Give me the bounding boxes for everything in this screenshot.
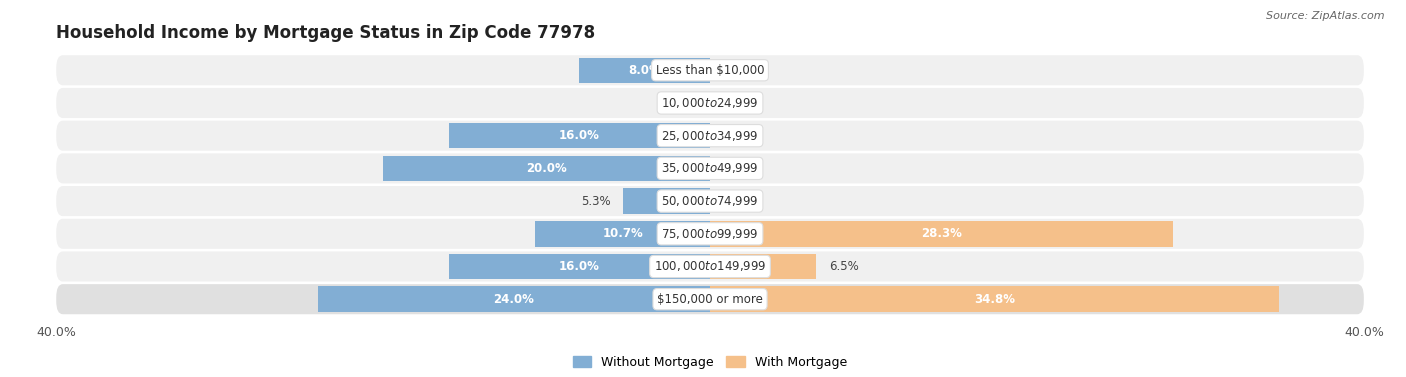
Text: 0.0%: 0.0% xyxy=(727,97,756,109)
Text: 0.0%: 0.0% xyxy=(727,64,756,77)
Text: 0.0%: 0.0% xyxy=(664,97,693,109)
FancyBboxPatch shape xyxy=(56,55,1364,85)
Bar xyxy=(449,254,710,279)
Text: Less than $10,000: Less than $10,000 xyxy=(655,64,765,77)
Text: 0.0%: 0.0% xyxy=(727,195,756,208)
Text: Household Income by Mortgage Status in Zip Code 77978: Household Income by Mortgage Status in Z… xyxy=(56,24,595,42)
FancyBboxPatch shape xyxy=(56,88,1364,118)
Text: 6.5%: 6.5% xyxy=(830,260,859,273)
Text: 20.0%: 20.0% xyxy=(526,162,567,175)
FancyBboxPatch shape xyxy=(56,153,1364,184)
Text: $35,000 to $49,999: $35,000 to $49,999 xyxy=(661,161,759,175)
Text: 5.3%: 5.3% xyxy=(581,195,610,208)
Bar xyxy=(710,221,1173,247)
FancyBboxPatch shape xyxy=(56,219,1364,249)
Text: $100,000 to $149,999: $100,000 to $149,999 xyxy=(654,259,766,273)
Bar xyxy=(623,188,710,214)
Text: $150,000 or more: $150,000 or more xyxy=(657,293,763,306)
FancyBboxPatch shape xyxy=(56,251,1364,282)
Text: 34.8%: 34.8% xyxy=(974,293,1015,306)
Bar xyxy=(536,221,710,247)
FancyBboxPatch shape xyxy=(56,121,1364,151)
FancyBboxPatch shape xyxy=(56,284,1364,314)
FancyBboxPatch shape xyxy=(56,186,1364,216)
Bar xyxy=(579,58,710,83)
Text: 16.0%: 16.0% xyxy=(558,260,600,273)
Text: 0.0%: 0.0% xyxy=(727,162,756,175)
Text: Source: ZipAtlas.com: Source: ZipAtlas.com xyxy=(1267,11,1385,21)
Text: $50,000 to $74,999: $50,000 to $74,999 xyxy=(661,194,759,208)
Text: $75,000 to $99,999: $75,000 to $99,999 xyxy=(661,227,759,241)
Text: 10.7%: 10.7% xyxy=(602,227,643,240)
Text: 16.0%: 16.0% xyxy=(558,129,600,142)
Text: 8.0%: 8.0% xyxy=(628,64,661,77)
Bar xyxy=(382,156,710,181)
Text: 28.3%: 28.3% xyxy=(921,227,962,240)
Text: 24.0%: 24.0% xyxy=(494,293,534,306)
Bar xyxy=(449,123,710,149)
Bar xyxy=(318,287,710,312)
Legend: Without Mortgage, With Mortgage: Without Mortgage, With Mortgage xyxy=(568,351,852,374)
Bar xyxy=(710,287,1279,312)
Text: $25,000 to $34,999: $25,000 to $34,999 xyxy=(661,129,759,143)
Text: $10,000 to $24,999: $10,000 to $24,999 xyxy=(661,96,759,110)
Text: 0.0%: 0.0% xyxy=(727,129,756,142)
Bar xyxy=(710,254,817,279)
